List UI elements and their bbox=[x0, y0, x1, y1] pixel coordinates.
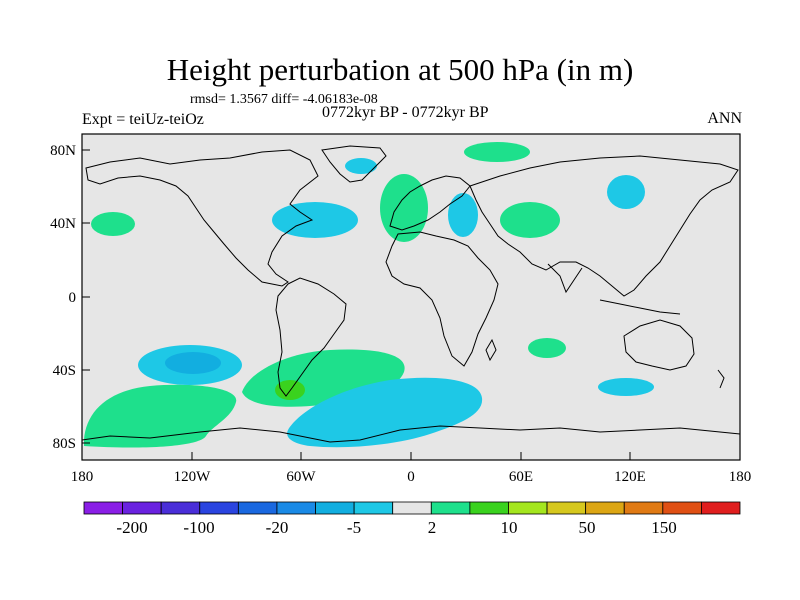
colorbar-label: 50 bbox=[579, 518, 596, 537]
colorbar-swatch bbox=[701, 501, 741, 515]
negative-anomalies bbox=[138, 158, 654, 448]
colorbar-swatch bbox=[546, 501, 587, 515]
colorbar-label: -200 bbox=[116, 518, 147, 537]
colorbar-label: -20 bbox=[266, 518, 289, 537]
negative-anomaly bbox=[448, 193, 478, 237]
colorbar-label: -100 bbox=[183, 518, 214, 537]
x-tick-label: 60W bbox=[286, 469, 316, 485]
colorbar-swatch bbox=[662, 501, 702, 515]
negative-anomaly bbox=[607, 175, 645, 209]
colorbar bbox=[83, 501, 741, 515]
colorbar-label: 2 bbox=[428, 518, 437, 537]
coastline-asia bbox=[469, 155, 739, 297]
coastline-greenland bbox=[321, 145, 387, 183]
chart-title: Height perturbation at 500 hPa (in m) bbox=[166, 52, 634, 87]
colorbar-swatch bbox=[199, 501, 239, 515]
season-label: ANN bbox=[707, 110, 742, 127]
colorbar-swatch bbox=[585, 501, 625, 515]
colorbar-swatch bbox=[430, 501, 471, 515]
y-tick-label: 40N bbox=[50, 216, 76, 232]
x-tick-label: 180 bbox=[729, 469, 752, 485]
x-tick-label: 0 bbox=[407, 469, 415, 485]
colorbar-swatch bbox=[160, 501, 201, 515]
positive-anomaly bbox=[500, 202, 560, 238]
x-tick-label: 120W bbox=[174, 469, 212, 485]
coastline-india bbox=[547, 263, 583, 294]
x-tick-label: 120E bbox=[614, 469, 646, 485]
colorbar-labels: -200 -100 -20 -5 2 10 50 150 bbox=[116, 518, 676, 537]
stats-line: rmsd= 1.3567 diff= -4.06183e-08 bbox=[190, 92, 378, 107]
colorbar-swatch bbox=[122, 501, 162, 515]
colorbar-label: 10 bbox=[501, 518, 518, 537]
negative-anomaly-strong bbox=[165, 352, 221, 374]
coastline-new-zealand bbox=[717, 369, 725, 389]
chart-subtitle: 0772kyr BP - 0772kyr BP bbox=[322, 104, 489, 121]
experiment-label: Expt = teiUz-teiOz bbox=[82, 111, 204, 128]
coastlines bbox=[81, 145, 741, 443]
negative-anomaly bbox=[598, 378, 654, 396]
colorbar-swatch bbox=[392, 501, 432, 515]
coastline-europe-africa bbox=[385, 231, 499, 367]
colorbar-swatch bbox=[469, 501, 509, 515]
y-tick-label: 80N bbox=[50, 143, 76, 159]
coastline-indonesia bbox=[599, 299, 681, 315]
coastline-australia bbox=[623, 319, 695, 371]
y-tick-label: 0 bbox=[69, 290, 77, 306]
x-tick-label: 180 bbox=[71, 469, 94, 485]
positive-anomaly bbox=[464, 142, 530, 162]
y-tick-label: 40S bbox=[53, 363, 76, 379]
colorbar-swatch bbox=[353, 501, 394, 515]
colorbar-swatch bbox=[237, 501, 278, 515]
negative-anomaly bbox=[272, 202, 358, 238]
colorbar-swatch bbox=[508, 501, 548, 515]
negative-anomaly bbox=[345, 158, 377, 174]
positive-anomaly bbox=[91, 212, 135, 236]
x-axis: 180 120W 60W 0 60E 120E 180 bbox=[71, 452, 752, 485]
coastline-europe bbox=[389, 175, 471, 231]
colorbar-swatch bbox=[623, 501, 664, 515]
coastline-north-america bbox=[85, 149, 319, 287]
x-tick-label: 60E bbox=[509, 469, 533, 485]
colorbar-label: -5 bbox=[347, 518, 361, 537]
colorbar-swatch bbox=[276, 501, 316, 515]
colorbar-label: 150 bbox=[651, 518, 677, 537]
coastline-madagascar bbox=[485, 338, 497, 362]
y-tick-label: 80S bbox=[53, 436, 76, 452]
negative-anomaly bbox=[287, 377, 483, 448]
coastline-south-america bbox=[275, 277, 347, 397]
colorbar-swatch bbox=[83, 501, 123, 515]
coastline-antarctica bbox=[81, 425, 741, 443]
y-axis: 80N 40N 0 40S 80S bbox=[50, 143, 90, 452]
colorbar-swatch bbox=[315, 501, 355, 515]
positive-anomaly bbox=[528, 338, 566, 358]
